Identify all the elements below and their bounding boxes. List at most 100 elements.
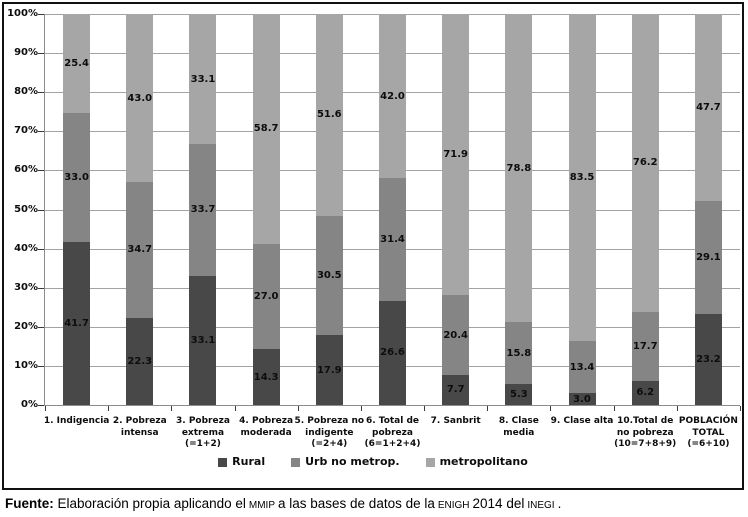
value-label: 26.6 <box>380 347 405 359</box>
source-label: Fuente: <box>5 496 54 511</box>
value-label: 14.3 <box>253 371 279 383</box>
category-label-line: 4. Pobreza <box>239 416 294 426</box>
bar-segment-urb-no-metrop- <box>442 295 470 375</box>
y-axis-label: 70% <box>14 125 38 137</box>
bar-segment-metropolitano <box>126 14 154 183</box>
value-label: 20.4 <box>443 329 469 341</box>
bar-segment-rural <box>379 300 406 405</box>
value-label: 76.2 <box>632 157 658 169</box>
bar-segment-rural <box>126 317 154 405</box>
legend-swatch-icon <box>291 457 301 467</box>
bar-segment-rural <box>189 275 217 405</box>
y-axis-label: 100% <box>7 8 38 19</box>
value-label: 33.0 <box>64 171 89 183</box>
value-label: 17.9 <box>316 364 342 376</box>
legend-swatch-icon <box>218 457 228 467</box>
bar-segment-urb-no-metrop- <box>505 322 533 385</box>
value-label: 17.7 <box>632 340 658 352</box>
value-label: 15.8 <box>506 347 532 359</box>
category-label-line: 5. Pobreza no <box>294 416 365 426</box>
value-label: 31.4 <box>380 234 405 246</box>
bar-segment-urb-no-metrop- <box>568 340 596 394</box>
category-label: 7. Sanbrit <box>418 416 493 428</box>
source-acronym-enigh: ENIGH <box>437 500 470 511</box>
category-label-line: 8. Clase <box>498 416 539 426</box>
category-label: 1. Indigencia <box>39 416 114 428</box>
category-label-line: TOTAL <box>692 427 725 438</box>
category-label: 6. Total de pobreza (6=1+2+4) <box>355 416 430 451</box>
category-label-line: POBLACIÓN <box>678 416 738 426</box>
source-acronym-mmip: MMIP <box>248 500 275 511</box>
category-label-line: pobreza <box>372 427 413 438</box>
category-label-line: no pobreza <box>616 427 674 438</box>
category-label-line: 3. Pobreza <box>176 416 230 426</box>
y-axis-label: 80% <box>14 86 38 98</box>
value-label: 58.7 <box>253 123 279 135</box>
y-axis-tick <box>38 326 44 328</box>
bar-segment-urb-no-metrop- <box>189 143 217 276</box>
x-axis-tick <box>676 406 678 411</box>
value-label: 23.2 <box>696 354 721 366</box>
legend-item-urb-no-metrop-: Urb no metrop. <box>291 456 400 468</box>
category-label-line: 9. Clase alta <box>550 416 614 426</box>
value-label: 78.8 <box>506 162 532 174</box>
bar-segment-metropolitano <box>505 14 533 323</box>
value-label: 30.5 <box>316 269 342 281</box>
y-axis-tick <box>38 14 44 15</box>
bar-segment-metropolitano <box>694 14 722 201</box>
y-axis-label: 90% <box>14 47 38 59</box>
bar-segment-rural <box>694 314 722 405</box>
legend-item-rural: Rural <box>218 456 265 468</box>
value-label: 22.3 <box>127 355 153 367</box>
source-note: Fuente: Elaboración propia aplicando el M… <box>5 495 745 514</box>
category-label: 8. Clase media <box>481 416 556 439</box>
value-label: 13.4 <box>569 361 595 373</box>
category-label-line: intensa <box>120 427 159 438</box>
category-label-line: (=2+4) <box>311 439 348 449</box>
bar-segment-rural <box>631 380 659 405</box>
bar-segment-metropolitano <box>315 14 343 216</box>
bar-segment-rural <box>63 241 91 405</box>
category-label-line: (=6+10) <box>687 439 730 449</box>
category-label-line: extrema <box>181 427 225 438</box>
y-axis-tick <box>38 92 44 94</box>
source-acronym-inegi: INEGI <box>527 500 555 511</box>
bar-segment-rural <box>252 349 280 405</box>
category-label: 4. Pobreza moderada <box>229 416 304 439</box>
x-axis-tick <box>487 406 489 411</box>
y-axis-tick <box>38 405 44 406</box>
value-label: 25.4 <box>64 57 89 69</box>
value-label: 6.2 <box>636 387 655 399</box>
x-axis-tick <box>550 406 552 411</box>
x-axis-tick <box>234 406 236 411</box>
category-label-line: (10=7+8+9) <box>614 439 677 449</box>
value-label: 27.0 <box>253 290 279 302</box>
category-label-line: 7. Sanbrit <box>430 416 481 426</box>
x-axis-tick <box>360 406 362 411</box>
y-axis-label: 60% <box>14 164 38 176</box>
x-axis-tick <box>108 406 110 411</box>
value-label: 3.0 <box>573 393 591 405</box>
value-label: 5.3 <box>510 389 528 401</box>
legend-swatch-icon <box>425 457 435 467</box>
category-label: 10.Total de no pobreza (10=7+8+9) <box>608 416 683 451</box>
value-label: 43.0 <box>127 92 153 104</box>
legend-item-metropolitano: metropolitano <box>425 456 528 468</box>
y-axis-label: 30% <box>14 281 38 293</box>
category-label: POBLACIÓN TOTAL (=6+10) <box>671 416 746 451</box>
value-label: 47.7 <box>696 101 721 113</box>
value-label: 33.1 <box>190 73 216 85</box>
category-label-line: indigente <box>305 427 354 438</box>
y-axis-line <box>44 14 45 406</box>
source-text-3: 2014 del <box>472 496 525 511</box>
value-label: 51.6 <box>316 109 342 121</box>
bar-segment-urb-no-metrop- <box>126 182 154 318</box>
bar-segment-metropolitano <box>442 14 470 296</box>
category-label-line: (=1+2) <box>185 439 221 449</box>
chart-figure: 0% 10% 20% 30% 40% 50% 60% 70% 80% 90% 100% 41.7 33.… <box>2 2 744 490</box>
x-axis-tick <box>297 406 299 411</box>
plot-area: 0% 10% 20% 30% 40% 50% 60% 70% 80% 90% 100% 41.7 33.… <box>7 9 741 449</box>
category-label: 5. Pobreza no indigente (=2+4) <box>292 416 367 451</box>
y-axis-tick <box>38 365 44 367</box>
source-text-1: Elaboración propia aplicando el <box>53 496 246 511</box>
